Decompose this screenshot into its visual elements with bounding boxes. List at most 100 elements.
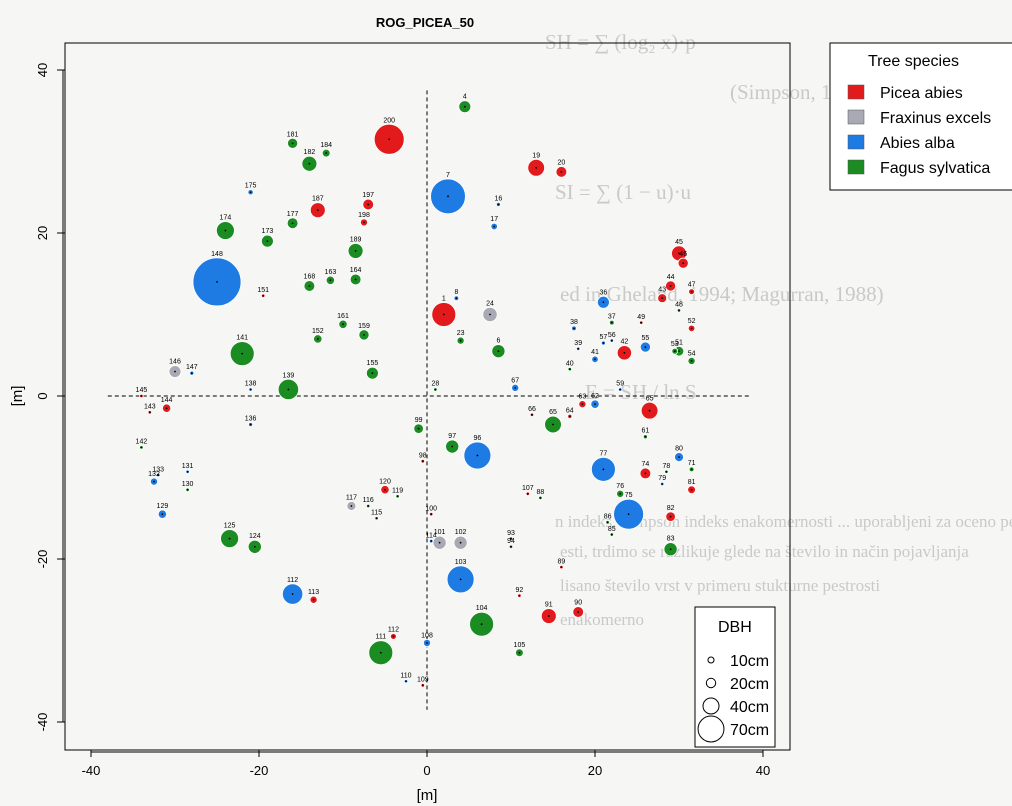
background-formula-2: SI = ∑ (1 − u)·u [555, 180, 692, 204]
y-axis: -40 -20 0 20 40 [35, 63, 65, 731]
tree-id-label: 175 [245, 183, 257, 190]
tree-id-label: 59 [616, 381, 624, 388]
tree-center-dot [610, 339, 613, 342]
tree-id-label: 17 [490, 216, 498, 223]
tree-center-dot [602, 468, 605, 471]
tree-id-label: 114 [426, 532, 437, 539]
tree-id-label: 93 [507, 530, 515, 537]
tree-center-dot [249, 388, 252, 391]
tree-center-dot [153, 480, 155, 483]
tree-center-dot [417, 427, 420, 430]
dbh-legend-label: 70cm [730, 722, 769, 739]
tree-id-label: 40 [566, 360, 574, 367]
tree-center-dot [459, 339, 462, 342]
tree-center-dot [673, 350, 676, 353]
dbh-size-legend: DBH 10cm 20cm 40cm 70cm [694, 606, 776, 748]
tree-center-dot [661, 297, 664, 300]
tree-center-dot [648, 409, 651, 412]
tree-id-label: 107 [522, 485, 534, 492]
tree-center-dot [690, 468, 693, 471]
tree-id-label: 155 [367, 360, 379, 367]
tree-id-label: 98 [419, 452, 427, 459]
tree-id-label: 51 [675, 339, 683, 346]
tree-id-label: 80 [675, 446, 683, 453]
tree-id-label: 112 [287, 577, 298, 584]
tree-center-dot [619, 388, 622, 391]
dbh-legend-items: 10cm 20cm 40cm 70cm [697, 653, 769, 743]
tree-id-label: 92 [516, 587, 524, 594]
tree-center-dot [287, 388, 290, 391]
tree-id-label: 23 [457, 330, 465, 337]
tree-id-label: 36 [600, 289, 608, 296]
tree-id-label: 47 [688, 282, 696, 289]
tree-center-dot [216, 281, 218, 283]
tree-center-dot [421, 684, 424, 687]
tree-id-label: 159 [358, 323, 370, 330]
tree-center-dot [623, 351, 626, 354]
tree-id-label: 19 [532, 152, 540, 159]
tree-id-label: 62 [591, 393, 599, 400]
tree-center-dot [690, 327, 693, 330]
tree-center-dot [434, 388, 437, 391]
dbh-legend-label: 10cm [730, 653, 769, 670]
tree-id-label: 130 [182, 481, 194, 488]
tree-center-dot [552, 423, 554, 426]
tree-id-label: 57 [600, 334, 608, 341]
tree-center-dot [266, 240, 269, 243]
tree-center-dot [568, 368, 571, 371]
tree-id-label: 85 [608, 526, 616, 533]
tree-center-dot [342, 323, 344, 326]
tree-center-dot [430, 513, 433, 516]
tree-center-dot [497, 350, 500, 353]
tree-center-dot [291, 142, 294, 145]
x-axis-label: [m] [417, 787, 438, 804]
tree-id-label: 20 [558, 159, 566, 166]
tree-center-dot [526, 492, 529, 495]
tree-id-label: 83 [667, 536, 675, 543]
tree-center-dot [325, 152, 328, 155]
tree-id-label: 131 [182, 463, 194, 470]
tree-center-dot [308, 162, 311, 165]
tree-center-dot [476, 454, 479, 457]
tree-center-dot [186, 488, 189, 491]
tree-id-label: 77 [600, 450, 608, 457]
tree-center-dot [241, 352, 244, 355]
tree-id-label: 91 [545, 602, 553, 609]
tree-center-dot [669, 285, 672, 287]
tree-center-dot [157, 474, 160, 476]
tree-center-dot [480, 623, 483, 626]
tree-id-label: 43 [658, 287, 666, 294]
tree-center-dot [493, 225, 496, 228]
tree-id-label: 45 [675, 239, 683, 246]
chart-title: ROG_PICEA_50 [376, 15, 474, 30]
tree-id-label: 37 [608, 313, 616, 320]
tree-id-label: 124 [249, 533, 261, 540]
tree-center-dot [165, 407, 168, 410]
tree-center-dot [518, 651, 521, 654]
tree-center-dot [577, 347, 580, 350]
tree-id-label: 39 [574, 340, 582, 347]
tree-id-label: 133 [152, 466, 164, 473]
x-tick-label: -40 [82, 763, 101, 778]
tree-center-dot [678, 309, 680, 312]
tree-center-dot [665, 470, 668, 473]
dbh-legend-circle [707, 656, 715, 664]
tree-id-label: 151 [257, 287, 269, 294]
tree-id-label: 42 [621, 339, 629, 346]
tree-center-dot [568, 415, 571, 418]
dbh-legend-label: 40cm [730, 699, 769, 716]
tree-center-dot [350, 505, 353, 507]
tree-id-label: 97 [448, 433, 456, 440]
tree-center-dot [535, 166, 538, 169]
tree-center-dot [463, 105, 466, 108]
tree-id-label: 105 [514, 642, 526, 649]
dbh-legend-label: 20cm [730, 676, 769, 693]
tree-center-dot [577, 611, 580, 613]
tree-center-dot [678, 456, 680, 459]
tree-center-dot [640, 321, 643, 324]
dbh-legend-title: DBH [718, 619, 752, 636]
background-formula-1: SH = ∑ (log₂ x)·p [545, 30, 696, 54]
tree-id-label: 200 [383, 117, 395, 124]
background-paragraph-line-2: esti, trdimo se razlikuje glede na števi… [560, 542, 969, 561]
